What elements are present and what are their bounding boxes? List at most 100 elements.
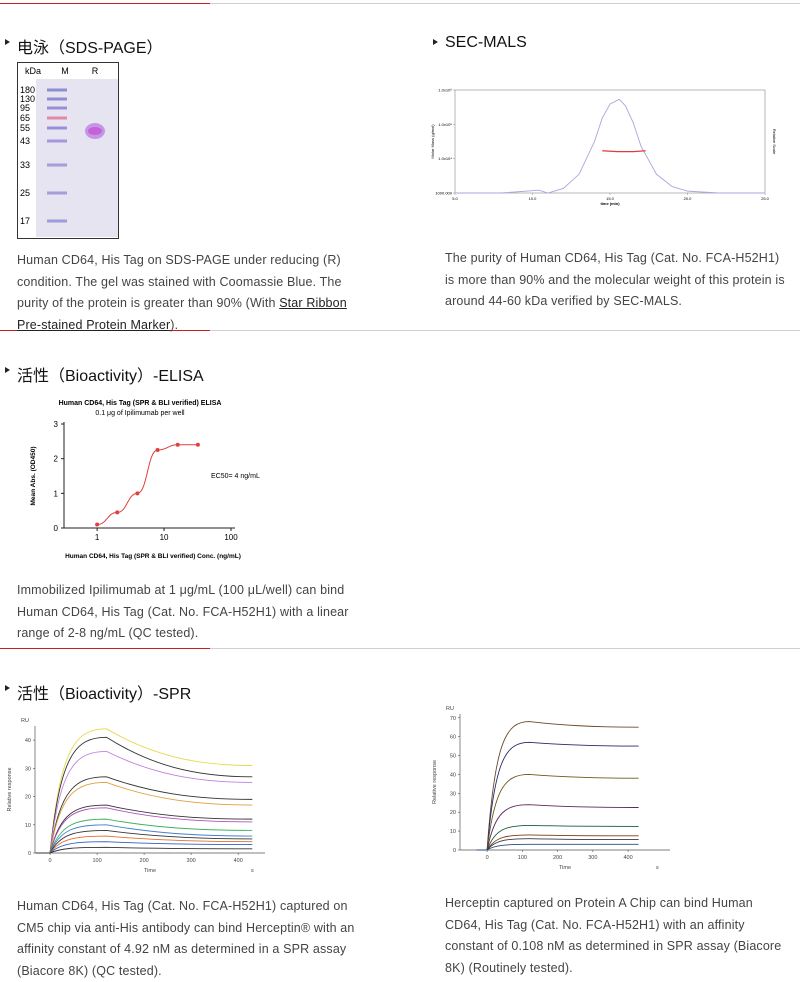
caption: Herceptin captured on Protein A Chip can… [445,896,782,975]
section-title: SEC-MALS [431,34,527,52]
sensorgram [476,843,639,851]
x-tick-label: 25.0 [761,196,770,201]
unit-label: RU [446,706,454,712]
caption: The purity of Human CD64, His Tag (Cat. … [445,251,785,308]
y-tick-label: 20 [450,810,456,816]
caption-text: Human CD64, His Tag on SDS-PAGE under re… [17,253,342,310]
spr-chart: 0 10 20 30 40 50 60 70 0 100 200 300 400 RU Time s Relat… [432,706,670,871]
y-tick-label: 70 [450,716,456,722]
y-axis-label: Relative response [7,767,13,811]
x-tick-label: 200 [140,858,149,864]
x-tick-label: 100 [518,855,527,861]
y-tick-label: 1.0x10⁶ [438,88,452,93]
x-tick-label: 300 [187,858,196,864]
section-title: 电泳（SDS-PAGE） [3,34,163,58]
y-axis-label: Molar Mass (g/mol) [430,124,435,159]
x-tick-label: 100 [92,858,101,864]
y-tick-label: 50 [450,754,456,760]
x-axis-label: Time [144,868,156,874]
marker-label: 25 [20,188,30,198]
trace [602,150,646,153]
x-tick-label: 400 [623,855,632,861]
y-tick-label: 0 [453,848,456,854]
sensorgram [35,829,253,854]
y-tick-label: 1000.000 [435,191,452,196]
x-tick-label: 10 [160,533,169,542]
data-point [115,510,120,515]
x-axis-label: Human CD64, His Tag (SPR & BLI verified)… [65,553,241,560]
caption: Human CD64, His Tag (Cat. No. FCA-H52H1)… [17,899,355,978]
data-point [175,442,180,447]
y-tick-label: 1 [54,489,59,498]
y-axis-label: Mean Abs. (OD450) [30,447,37,506]
ladder-band [47,191,67,195]
x-axis-label: Time [559,865,571,871]
data-point [95,522,100,527]
sample-band [88,127,102,135]
trace [455,98,765,194]
y-tick-label: 0 [28,851,31,857]
plot-frame [454,89,766,194]
ladder-band [47,88,67,92]
divider [0,3,800,4]
ladder-band [47,219,67,223]
sensorgram [35,776,253,854]
sensorgram [35,835,253,854]
ladder-band [47,139,67,143]
y-tick-label: 20 [25,795,31,801]
gel-body [36,79,118,237]
x-axis-label: time (min) [600,201,620,206]
marker-label: 43 [20,136,30,146]
lane-label: R [92,66,99,76]
elisa-chart: Human CD64, His Tag (SPR & BLI verified)… [30,400,260,560]
fit-curve [97,444,198,526]
divider [0,330,800,331]
x-unit-label: s [656,865,659,871]
x-tick-label: 300 [588,855,597,861]
y-tick-label: 1.0x10⁵ [438,122,452,127]
x-tick-label: 5.0 [452,196,458,201]
unit-label: RU [21,718,29,724]
x-tick-label: 10.0 [529,196,538,201]
x-tick-label: 400 [234,858,243,864]
data-point [135,491,140,496]
marker-label: 130 [20,94,35,104]
sensorgram [35,728,253,854]
y-tick-label: 30 [25,766,31,772]
data-point [155,448,160,452]
sensorgram [35,824,253,854]
sensorgram [476,834,639,851]
marker-link[interactable]: Star Ribbon Pre-stained Protein Marker [17,296,347,332]
y-tick-label: 2 [54,455,59,464]
section-title: 活性（Bioactivity）-ELISA [3,362,204,386]
y-tick-label: 60 [450,735,456,741]
y-tick-label: 3 [54,420,59,429]
x-tick-label: 0 [486,855,489,861]
sensorgram [35,750,253,854]
y-tick-label: 40 [25,738,31,744]
data-point [195,442,200,447]
marker-label: 17 [20,216,30,226]
sensorgram [35,807,253,854]
caption: Immobilized Ipilimumab at 1 μg/mL (100 μ… [17,583,349,640]
sensorgram [35,841,253,854]
ladder-band [47,97,67,101]
sensorgram [476,804,639,851]
x-tick-label: 20.0 [684,196,693,201]
sensorgram [35,804,253,854]
ladder-band [47,116,67,120]
y-tick-label: 30 [450,791,456,797]
y2-axis-label: Relative Scale [772,129,777,155]
marker-label: 55 [20,123,30,133]
sensorgram [35,846,253,854]
annotation: EC50= 4 ng/mL [211,473,260,480]
ladder-band [47,163,67,167]
x-tick-label: 200 [553,855,562,861]
marker-label: 180 [20,85,35,95]
sensorgram [476,773,639,851]
y-axis-label: Relative response [432,760,438,804]
caption: Human CD64, His Tag on SDS-PAGE under re… [17,250,362,336]
ladder-band [47,126,67,130]
